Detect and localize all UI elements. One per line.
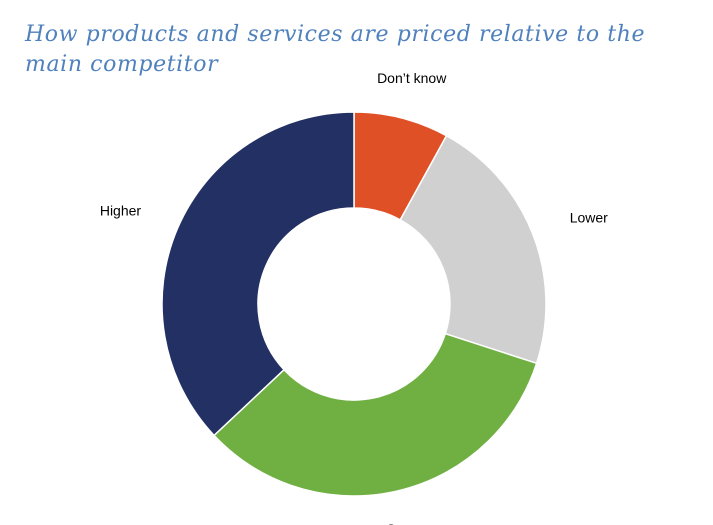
label-higher: Higher (100, 203, 142, 219)
slice-lower (399, 134, 547, 365)
label-lower: Lower (570, 209, 608, 225)
chart-title: How products and services are priced rel… (25, 22, 646, 77)
slice-same (212, 332, 538, 497)
slice-higher (161, 111, 355, 437)
label-don-t-know: Don’t know (377, 70, 447, 86)
label-same: Same (386, 521, 423, 525)
donut-slices (161, 111, 547, 497)
slice-labels: Don’t know Lower Same Higher (100, 70, 608, 525)
